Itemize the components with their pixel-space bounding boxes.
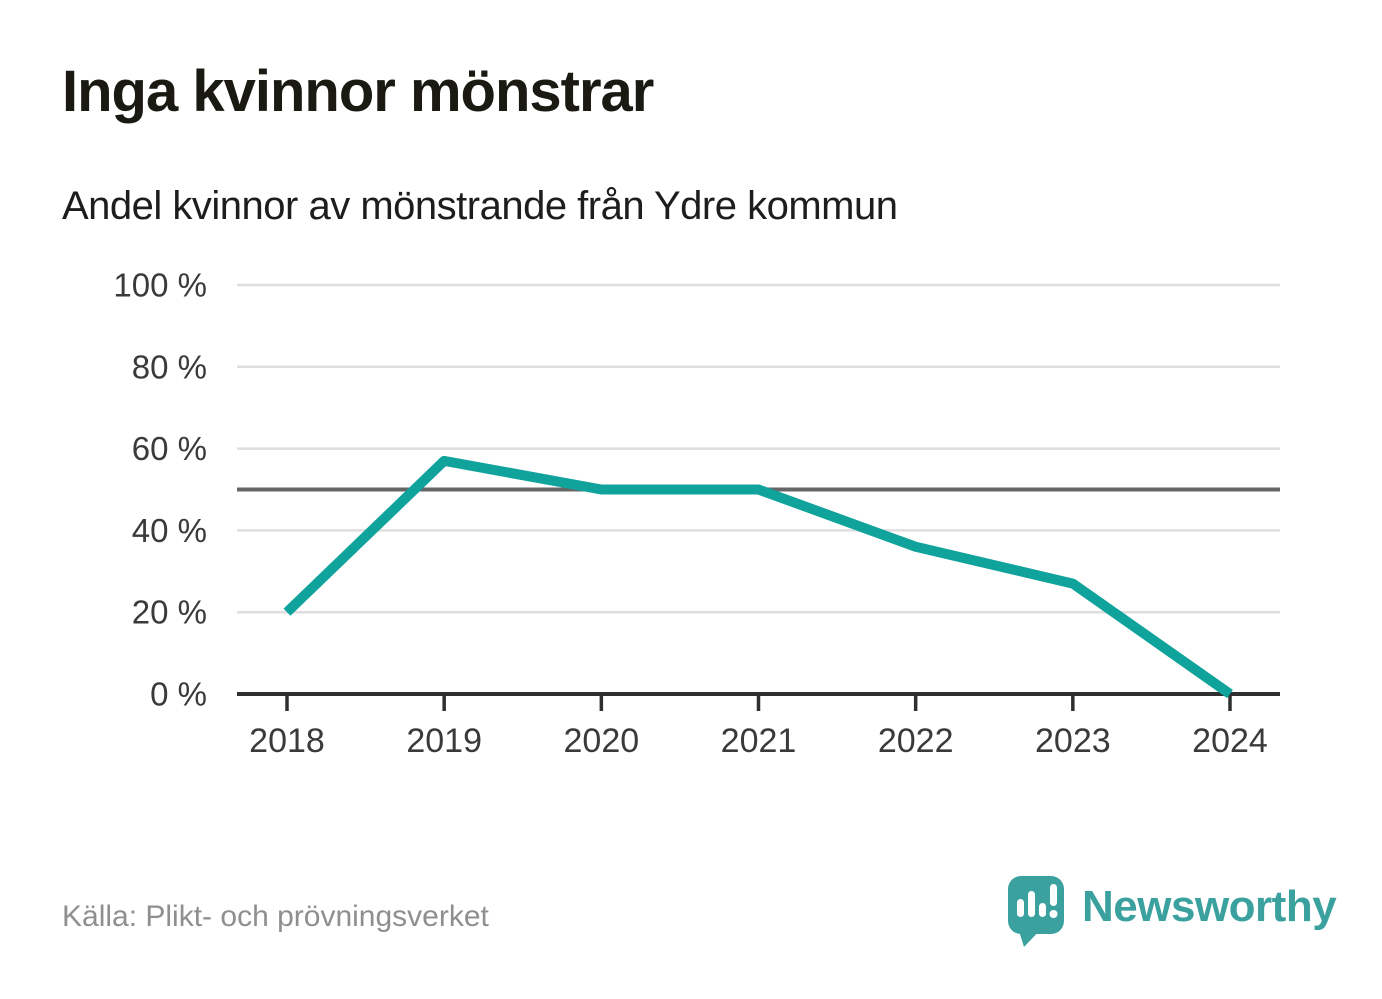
logo-bar-icon — [1028, 891, 1035, 917]
x-tick-label: 2019 — [406, 722, 482, 760]
logo-bar-icon — [1017, 899, 1024, 917]
y-tick-label: 40 % — [132, 512, 207, 549]
x-tick-label: 2018 — [249, 722, 325, 760]
y-tick-label: 20 % — [132, 594, 207, 631]
x-tick-label: 2021 — [721, 722, 797, 760]
data-line-andel-kvinnor — [283, 455, 1233, 699]
x-tick-label: 2020 — [564, 722, 640, 760]
source-note: Källa: Plikt- och prövningsverket — [62, 900, 489, 933]
x-tick-label: 2022 — [878, 722, 954, 760]
logo-bar-icon — [1039, 903, 1046, 917]
chart-title: Inga kvinnor mönstrar — [62, 59, 654, 124]
logo-exclamation-icon — [1050, 884, 1057, 906]
newsworthy-brand: Newsworthy — [1008, 876, 1337, 948]
y-tick-label: 0 % — [150, 676, 207, 713]
brand-name: Newsworthy — [1082, 882, 1337, 931]
y-tick-label: 60 % — [132, 430, 207, 467]
y-tick-label: 100 % — [113, 267, 207, 304]
x-tick-label: 2024 — [1192, 722, 1268, 760]
logo-exclamation-dot — [1049, 910, 1058, 918]
logo-bubble-tail — [1018, 928, 1042, 947]
x-tick-label: 2023 — [1035, 722, 1111, 760]
chart-subtitle: Andel kvinnor av mönstrande från Ydre ko… — [62, 184, 898, 228]
y-tick-label: 80 % — [132, 348, 207, 385]
newsworthy-logo-icon — [1008, 876, 1064, 947]
